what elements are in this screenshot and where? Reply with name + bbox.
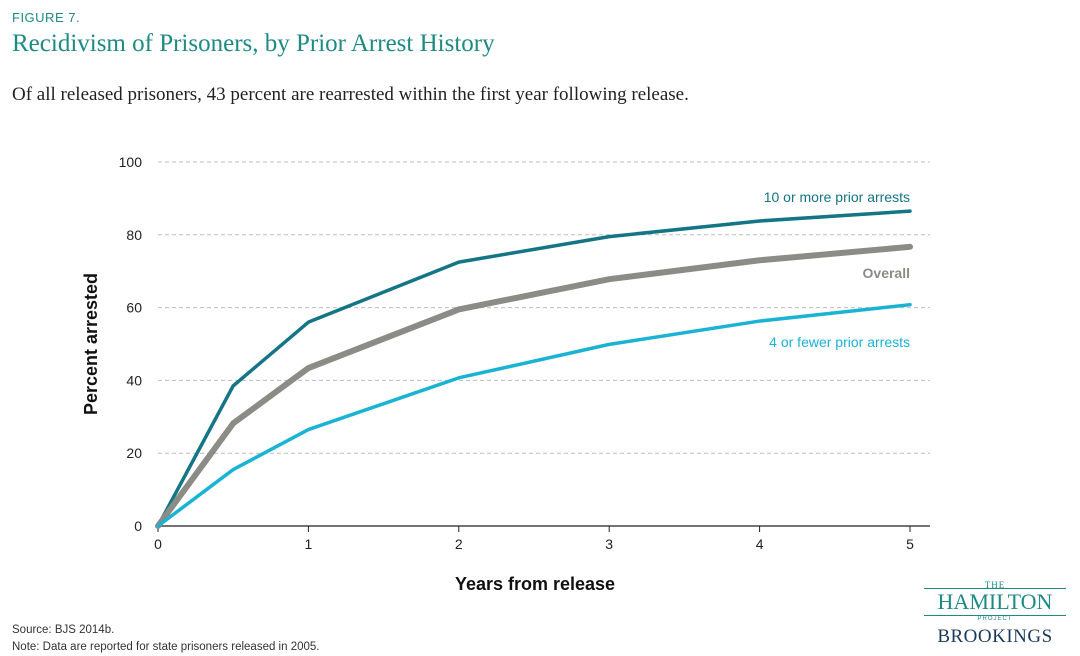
y-axis-label: Percent arrested (81, 273, 101, 415)
series-line-overall (155, 243, 913, 529)
x-tick-label-1: 1 (305, 536, 313, 552)
series-line-10-or-more-prior-arrests (156, 209, 912, 528)
logo-the: THE (984, 580, 1006, 590)
series-label-4-or-fewer-prior-arrests: 4 or fewer prior arrests (769, 334, 910, 350)
note-text: Note: Data are reported for state prison… (12, 641, 320, 653)
x-tick-label-0: 0 (154, 536, 162, 552)
series-label-10-or-more-prior-arrests: 10 or more prior arrests (764, 189, 910, 205)
series-line-4-or-fewer-prior-arrests (156, 302, 912, 528)
x-tick-label-5: 5 (906, 536, 914, 552)
y-tick-label-100: 100 (119, 154, 143, 170)
figure-label: FIGURE 7. (12, 10, 81, 25)
logo-hamilton: HAMILTON (924, 588, 1066, 616)
y-tick-label-20: 20 (126, 445, 142, 461)
chart-title: Recidivism of Prisoners, by Prior Arrest… (12, 30, 495, 57)
chart-subtitle: Of all released prisoners, 43 percent ar… (12, 84, 689, 105)
y-tick-label-60: 60 (126, 300, 142, 316)
source-notes: Source: BJS 2014b. Note: Data are report… (12, 622, 319, 656)
logo-project: PROJECT (977, 616, 1013, 622)
x-tick-label-4: 4 (756, 536, 764, 552)
y-tick-label-80: 80 (126, 227, 142, 243)
series-label-overall: Overall (863, 265, 910, 281)
x-axis-label: Years from release (455, 574, 615, 594)
logo-brookings: BROOKINGS (937, 626, 1053, 647)
hamilton-brookings-logo: THE HAMILTON PROJECT BROOKINGS (920, 580, 1070, 650)
source-text: Source: BJS 2014b. (12, 624, 115, 636)
y-tick-label-40: 40 (126, 372, 142, 388)
x-tick-label-2: 2 (455, 536, 463, 552)
y-tick-label-0: 0 (134, 518, 142, 534)
x-tick-label-3: 3 (605, 536, 613, 552)
